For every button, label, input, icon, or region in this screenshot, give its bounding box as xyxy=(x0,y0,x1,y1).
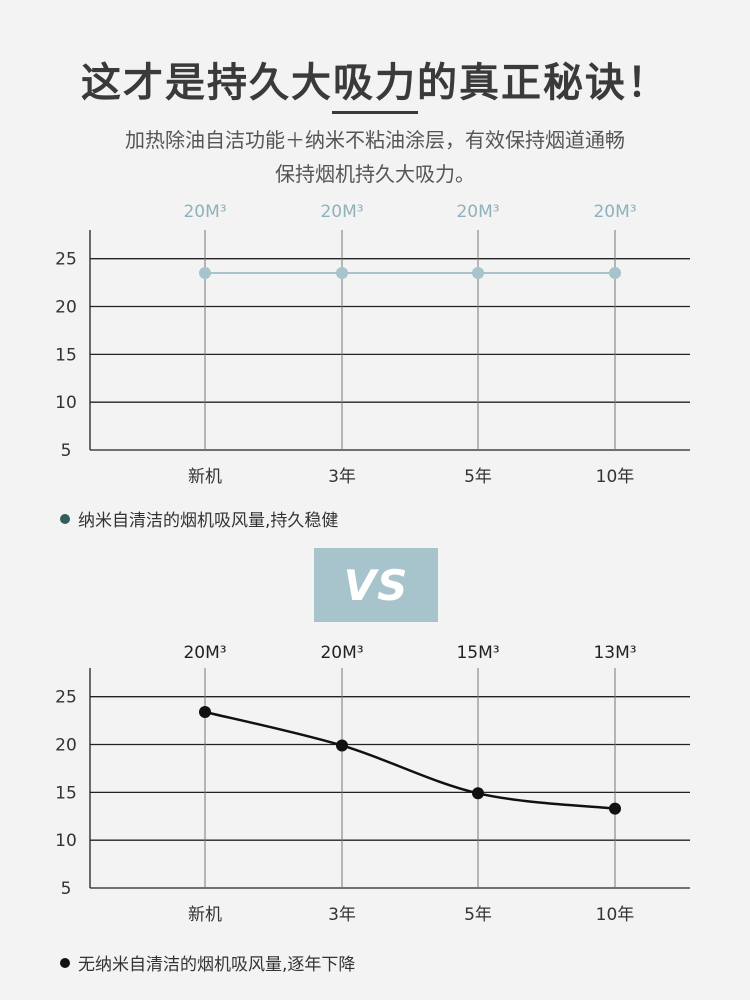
data-label: 15M³ xyxy=(456,643,499,663)
subtitle-line-1: 加热除油自洁功能＋纳米不粘油涂层，有效保持烟道通畅 xyxy=(125,128,625,152)
legend-label: 无纳米自清洁的烟机吸风量,逐年下降 xyxy=(78,955,356,975)
legend-nano: 纳米自清洁的烟机吸风量,持久稳健 xyxy=(60,506,338,531)
data-label: 20M³ xyxy=(593,202,636,222)
data-point xyxy=(472,787,484,800)
y-tick-label: 10 xyxy=(55,393,77,413)
subtitle-line-2: 保持烟机持久大吸力。 xyxy=(275,162,475,186)
title-divider xyxy=(332,111,418,114)
data-point xyxy=(472,267,484,280)
chart-nano-self-cleaning: 25 20 15 10 5 新机 20M³ 3年 20M³ 5年 20M³ 10年 20M³ xyxy=(55,202,690,485)
x-tick-label: 10年 xyxy=(596,905,635,925)
y-tick-label: 10 xyxy=(55,831,77,851)
data-point xyxy=(336,739,348,752)
vs-label: VS xyxy=(343,560,409,610)
y-tick-label: 5 xyxy=(61,441,72,461)
legend-dot-icon xyxy=(60,513,70,524)
data-label: 20M³ xyxy=(320,202,363,222)
data-label: 20M³ xyxy=(183,643,226,663)
vs-badge: VS xyxy=(314,548,438,622)
y-tick-label: 25 xyxy=(55,250,77,270)
x-tick-label: 3年 xyxy=(328,467,356,485)
x-tick-label: 10年 xyxy=(596,467,635,485)
data-point xyxy=(199,267,211,280)
data-point xyxy=(609,267,621,280)
data-label: 20M³ xyxy=(456,202,499,222)
series-line xyxy=(204,710,616,810)
legend-label: 纳米自清洁的烟机吸风量,持久稳健 xyxy=(78,511,339,531)
y-tick-label: 25 xyxy=(55,688,77,708)
x-tick-label: 新机 xyxy=(188,905,222,925)
legend-dot-icon xyxy=(60,957,70,968)
x-tick-label: 5年 xyxy=(464,905,492,925)
y-tick-label: 15 xyxy=(55,345,77,365)
y-tick-label: 15 xyxy=(55,783,77,803)
y-tick-label: 20 xyxy=(55,736,77,756)
data-point xyxy=(336,267,348,280)
data-point xyxy=(609,802,621,815)
data-point xyxy=(199,706,211,718)
y-tick-label: 5 xyxy=(61,879,72,899)
chart-no-self-cleaning: 25 20 15 10 5 新机 20M³ 3年 20M³ 5年 15M³ 10年 13M³ xyxy=(55,643,690,925)
legend-no-nano: 无纳米自清洁的烟机吸风量,逐年下降 xyxy=(60,950,355,975)
x-tick-label: 5年 xyxy=(464,467,492,485)
x-tick-label: 新机 xyxy=(188,467,222,485)
data-label: 20M³ xyxy=(320,643,363,663)
data-label: 20M³ xyxy=(183,202,226,222)
x-tick-label: 3年 xyxy=(328,905,356,925)
data-label: 13M³ xyxy=(593,643,636,663)
page-title: 这才是持久大吸力的真正秘诀！ xyxy=(81,60,669,106)
y-tick-label: 20 xyxy=(55,298,77,318)
